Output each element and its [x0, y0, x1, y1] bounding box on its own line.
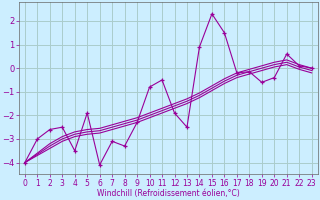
X-axis label: Windchill (Refroidissement éolien,°C): Windchill (Refroidissement éolien,°C) [97, 189, 240, 198]
